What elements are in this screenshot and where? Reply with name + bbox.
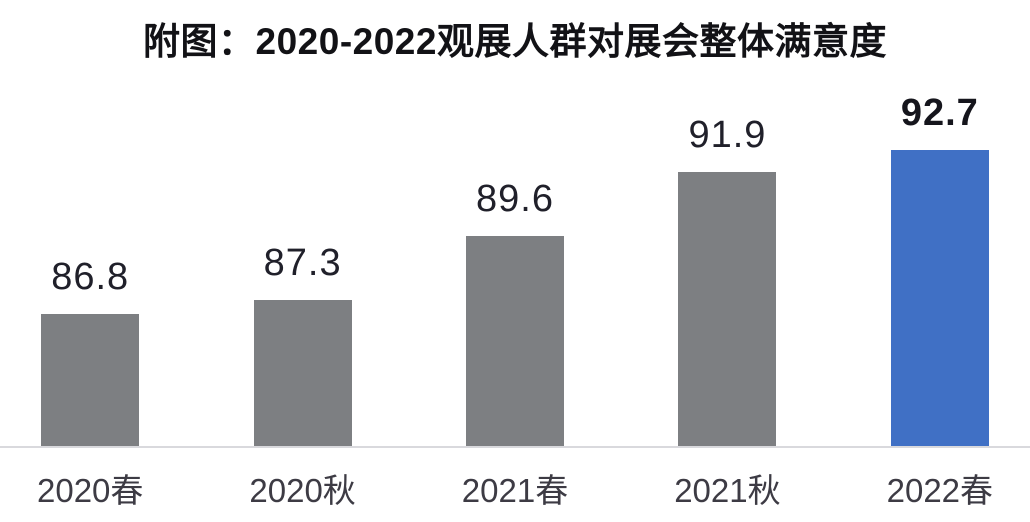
bar-column: 87.3 [196,241,408,447]
x-axis-label: 2020春 [36,472,144,509]
bar [41,313,140,447]
bar [466,235,565,447]
bar [678,171,777,447]
bar-value-label: 87.3 [263,241,342,284]
chart-title: 附图：2020-2022观展人群对展会整体满意度 [143,21,887,62]
bar-value-label: 86.8 [51,255,130,298]
x-axis-label: 2021秋 [674,472,781,509]
bar-column: 86.8 [0,255,196,447]
bar-column: 89.6 [409,177,621,447]
bar-value-label: 92.7 [900,91,979,134]
bar-value-label: 91.9 [688,114,767,157]
x-axis-label: 2020秋 [249,472,356,509]
x-axis-line [0,446,1030,448]
bar-value-label: 89.6 [476,177,554,220]
bar-column: 92.7 [834,91,1030,447]
bar-highlighted [890,149,989,447]
plot-area: 86.8 87.3 89.6 91.9 92.7 [0,91,1030,447]
x-axis-label: 2022春 [886,472,994,509]
x-axis-label: 2021春 [461,472,569,509]
bar-column: 91.9 [621,114,833,447]
x-axis-labels: 2020春 2020秋 2021春 2021秋 2022春 [0,464,1030,512]
bar [253,299,352,447]
